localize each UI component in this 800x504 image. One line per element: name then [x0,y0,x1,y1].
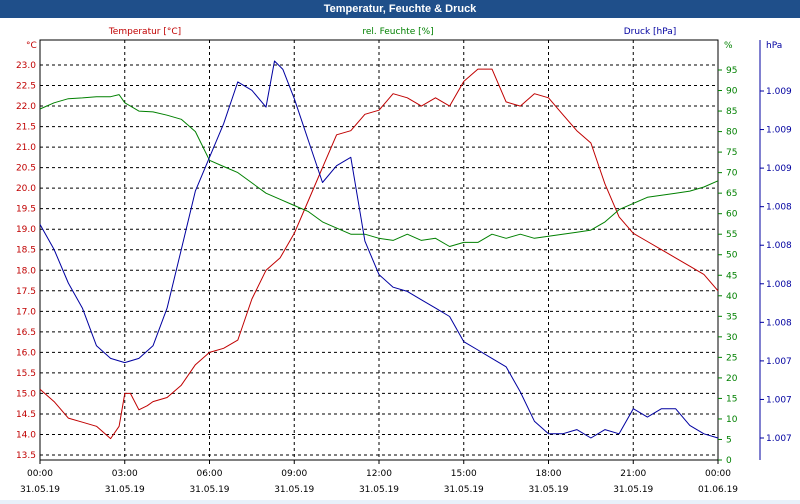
y-tick-pressure: 1.008 [766,280,792,290]
y-tick-temperature: 16.0 [16,348,36,358]
y-tick-humidity: 30 [726,333,738,343]
y-tick-temperature: 17.0 [16,307,36,317]
x-tick-date: 31.05.19 [274,485,314,495]
x-tick-time: 06:00 [197,469,223,479]
x-tick-date: 31.05.19 [444,485,484,495]
y-tick-temperature: 21.5 [16,123,36,133]
y-tick-pressure: 1.009 [766,126,792,136]
y-tick-temperature: 16.5 [16,328,36,338]
y-tick-temperature: 21.0 [16,143,36,153]
y-tick-temperature: 22.5 [16,82,36,92]
y-tick-temperature: 18.0 [16,266,36,276]
y-tick-humidity: 40 [726,292,738,302]
axis-humidity: 0 5 10 15 20 25 30 35 40 45 50 55 60 65 70 75 80 85 90 95 [718,66,738,466]
y-tick-humidity: 20 [726,374,738,384]
y-tick-pressure: 1.009 [766,164,792,174]
y-tick-pressure: 1.008 [766,241,792,251]
y-tick-temperature: 13.5 [16,451,36,461]
x-tick-time: 00:00 [27,469,53,479]
line-chart: 13.5 14.0 14.5 15.0 15.5 16.0 16.5 17.0 17.5 18.0… [16,27,792,495]
humidity-unit-label: % [724,41,733,51]
series-line-pressure [39,60,719,439]
x-tick-time: 15:00 [451,469,477,479]
y-tick-pressure: 1.007 [766,357,792,367]
x-tick-date: 31.05.19 [528,485,568,495]
axis-time: 00:00 31.05.19 03:00 31.05.19 06:00 31.05.19 0… [20,460,738,495]
x-tick-time: 12:00 [366,469,392,479]
y-tick-humidity: 55 [726,230,737,240]
y-tick-humidity: 10 [726,415,738,425]
y-tick-temperature: 14.5 [16,410,36,420]
y-tick-humidity: 0 [726,456,732,466]
y-tick-temperature: 19.0 [16,225,36,235]
y-tick-pressure: 1.009 [766,87,792,97]
y-tick-temperature: 15.0 [16,389,36,399]
grid-horizontal [40,64,718,456]
y-tick-humidity: 35 [726,312,737,322]
y-tick-humidity: 70 [726,169,738,179]
y-tick-humidity: 5 [726,435,732,445]
y-tick-temperature: 15.5 [16,369,36,379]
x-tick-date: 31.05.19 [613,485,653,495]
x-tick-date: 31.05.19 [359,485,399,495]
series-line-temperature [39,68,719,440]
y-tick-temperature: 20.0 [16,184,36,194]
x-tick-date: 31.05.19 [105,485,145,495]
y-tick-humidity: 95 [726,66,737,76]
x-tick-date: 31.05.19 [189,485,229,495]
y-tick-humidity: 15 [726,394,737,404]
pressure-unit-label: hPa [766,41,782,51]
x-tick-date: 01.06.19 [698,485,738,495]
y-tick-temperature: 14.0 [16,430,36,440]
y-tick-temperature: 20.5 [16,164,36,174]
y-tick-pressure: 1.007 [766,395,792,405]
y-tick-humidity: 65 [726,189,737,199]
x-tick-date: 31.05.19 [20,485,60,495]
y-tick-humidity: 60 [726,210,738,220]
temperature-axis-title: Temperatur [°C] [108,27,181,37]
y-tick-temperature: 18.5 [16,246,36,256]
y-tick-humidity: 80 [726,128,738,138]
axis-pressure: 1.007 1.007 1.007 1.008 1.008 1.008 1.008 1.009… [759,40,792,460]
series-line-humidity [39,94,719,247]
y-tick-pressure: 1.007 [766,434,792,444]
x-tick-time: 00:00 [705,469,731,479]
x-tick-time: 03:00 [112,469,138,479]
y-tick-temperature: 19.5 [16,205,36,215]
y-tick-humidity: 45 [726,271,737,281]
y-tick-humidity: 75 [726,148,737,158]
series-layer [39,60,719,440]
y-tick-temperature: 22.0 [16,102,36,112]
window-title: Temperatur, Feuchte & Druck [0,0,800,18]
y-tick-humidity: 25 [726,353,737,363]
pressure-axis-title: Druck [hPa] [624,27,677,37]
y-tick-humidity: 50 [726,251,738,261]
humidity-axis-title: rel. Feuchte [%] [362,27,433,37]
y-tick-pressure: 1.008 [766,318,792,328]
y-tick-temperature: 17.5 [16,287,36,297]
axis-temperature: 13.5 14.0 14.5 15.0 15.5 16.0 16.5 17.0 17.5 18.0… [16,61,36,461]
y-tick-humidity: 85 [726,107,737,117]
y-tick-pressure: 1.008 [766,203,792,213]
y-tick-humidity: 90 [726,87,738,97]
chart-area: 13.5 14.0 14.5 15.0 15.5 16.0 16.5 17.0 17.5 18.0… [0,18,800,500]
temperature-unit-label: °C [26,41,37,51]
x-tick-time: 21:00 [620,469,646,479]
x-tick-time: 09:00 [281,469,307,479]
y-tick-temperature: 23.0 [16,61,36,71]
x-tick-time: 18:00 [536,469,562,479]
